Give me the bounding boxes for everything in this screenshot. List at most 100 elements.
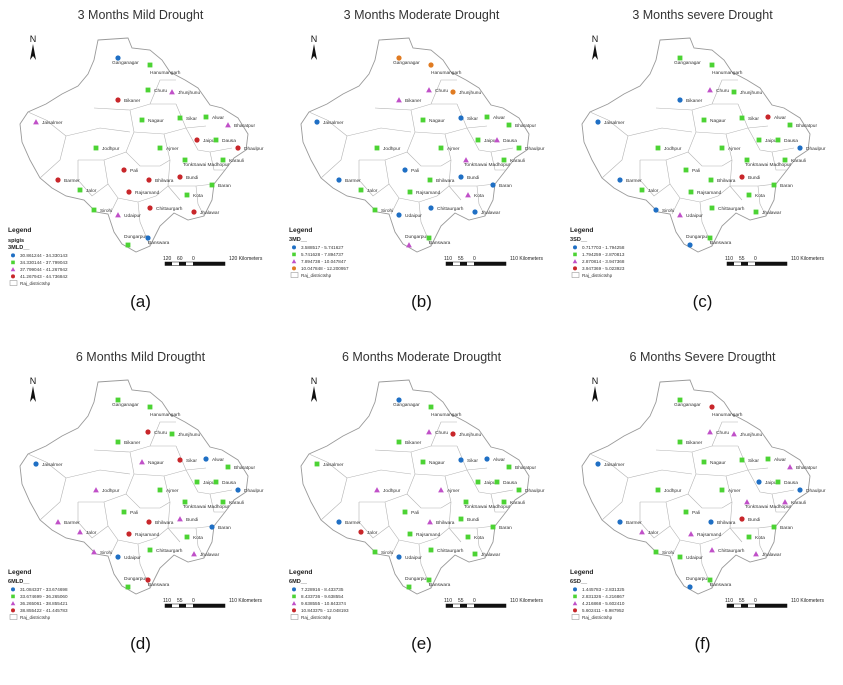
district-boundary — [711, 421, 738, 447]
district-marker — [427, 519, 433, 525]
district-label: Kota — [474, 193, 484, 199]
district-marker-symbol — [595, 119, 601, 125]
district-marker — [677, 55, 683, 61]
district-label: Karauli — [510, 158, 525, 164]
district-marker — [739, 516, 745, 522]
district-marker-symbol — [426, 87, 432, 93]
district-marker — [595, 461, 601, 467]
map-title: 6 Months Moderate Drougtht — [341, 350, 502, 364]
district-marker-symbol — [719, 487, 725, 493]
district-boundary — [444, 475, 462, 543]
map-panel: N Ganganagar Hanumangarh Bikaner Churu Jhunjh… — [0, 0, 281, 342]
district-boundary — [406, 151, 452, 167]
district-marker — [707, 235, 713, 241]
map-panel: N Ganganagar Hanumangarh Bikaner Churu Jhunjh… — [281, 0, 562, 342]
north-arrow-icon: N — [311, 376, 317, 402]
district-marker-symbol — [687, 242, 693, 248]
district-marker — [314, 119, 320, 125]
district-marker-symbol — [126, 189, 132, 195]
district-marker — [475, 137, 481, 143]
legend-symbol — [573, 594, 577, 599]
legend-class-label: 36.265061 - 38.855421 — [20, 601, 68, 606]
district-boundary — [195, 185, 205, 217]
boundary-swatch — [571, 272, 580, 278]
district-label: Karauli — [229, 158, 244, 164]
district-label: Sirohi — [381, 208, 393, 214]
district-marker — [396, 97, 402, 103]
district-label: TonkSawai Madhopur — [183, 162, 230, 168]
legend-symbol — [11, 274, 15, 279]
district-marker — [213, 137, 219, 143]
district-marker — [126, 189, 132, 195]
district-marker-symbol — [396, 55, 402, 61]
district-boundary — [109, 197, 119, 215]
district-marker-symbol — [490, 182, 496, 188]
district-marker-symbol — [220, 499, 226, 505]
district-label: Dungarpur — [405, 234, 428, 240]
district-marker-symbol — [139, 459, 145, 465]
district-label: Bhilwara — [717, 520, 736, 526]
legend-class-label: 1.794259 - 2.870813 — [582, 252, 625, 257]
district-label: Kota — [474, 535, 484, 541]
district-boundary — [308, 111, 348, 179]
district-marker — [683, 167, 689, 173]
district-boundary — [671, 197, 681, 215]
district-marker-symbol — [115, 212, 121, 218]
district-marker — [396, 212, 402, 218]
district-label: Baran — [218, 525, 231, 531]
district-marker — [506, 122, 512, 128]
district-marker-symbol — [191, 551, 197, 557]
district-marker-symbol — [516, 145, 522, 151]
district-marker-symbol — [688, 189, 694, 195]
district-marker — [407, 531, 413, 537]
legend-class-label: 2.831326 - 4.216867 — [582, 594, 625, 599]
district-marker-symbol — [709, 404, 715, 410]
scale-tick-label: 0 — [192, 598, 195, 604]
district-label: Jhunjhunu — [178, 432, 200, 438]
district-marker — [677, 212, 683, 218]
district-marker-symbol — [396, 212, 402, 218]
district-marker-symbol — [115, 97, 121, 103]
district-label: Baran — [499, 183, 512, 189]
district-label: Barmer — [626, 520, 642, 526]
district-marker-symbol — [428, 404, 434, 410]
district-label: Churu — [154, 430, 167, 436]
map-title: 6 Months Mild Drougtht — [75, 350, 206, 364]
legend-symbol — [292, 245, 296, 250]
district-boundary — [687, 151, 733, 167]
district-label: Rajsamand — [135, 190, 160, 196]
district-label: Jaipur — [203, 480, 216, 486]
legend-class-label: 30.861244 - 34.330143 — [20, 253, 68, 258]
district-boundary — [757, 185, 767, 217]
district-label: Rajsamand — [697, 190, 722, 196]
district-marker-symbol — [484, 114, 490, 120]
district-marker-symbol — [177, 174, 183, 180]
district-label: Chittaurgarh — [437, 206, 464, 212]
scale-tick-label: 110 — [163, 598, 171, 604]
district-marker-symbol — [177, 115, 183, 121]
district-marker — [147, 547, 153, 553]
district-marker — [709, 205, 715, 211]
district-label: Jhalawar — [200, 210, 220, 216]
district-marker-symbol — [115, 397, 121, 403]
district-marker-symbol — [225, 122, 231, 128]
district-marker-symbol — [756, 137, 762, 143]
district-label: Jalor — [367, 188, 378, 194]
district-marker — [639, 187, 645, 193]
district-marker-symbol — [203, 114, 209, 120]
district-marker — [147, 205, 153, 211]
legend-field: 6MLD__ — [8, 579, 30, 585]
district-label: Jhalawar — [481, 552, 501, 558]
district-marker-symbol — [475, 479, 481, 485]
district-marker — [314, 461, 320, 467]
district-marker-symbol — [756, 479, 762, 485]
district-marker — [157, 487, 163, 493]
district-marker-symbol — [402, 167, 408, 173]
district-marker — [753, 209, 759, 215]
district-marker — [147, 62, 153, 68]
state-boundary — [300, 379, 530, 595]
district-label: Jaipur — [765, 138, 778, 144]
district-marker-symbol — [707, 429, 713, 435]
scale-tick-label: 55 — [458, 256, 464, 262]
